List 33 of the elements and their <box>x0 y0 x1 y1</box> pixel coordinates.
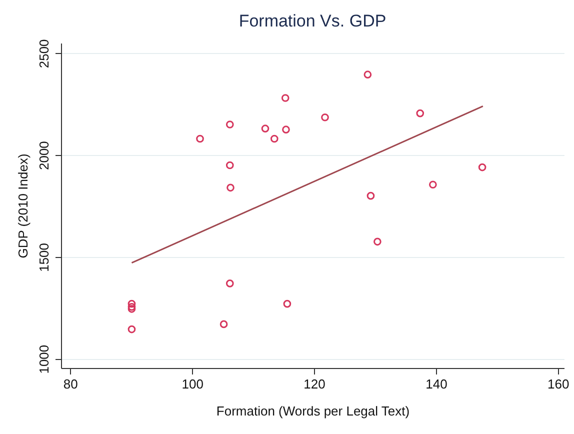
x-tick-label: 100 <box>182 376 204 392</box>
y-tick-label: 2000 <box>36 141 52 170</box>
y-tick-label: 2500 <box>36 39 52 68</box>
x-tick-label: 120 <box>304 376 326 392</box>
y-tick-label: 1000 <box>36 344 52 374</box>
point <box>226 184 234 192</box>
x-axis-title: Formation (Words per Legal Text) <box>216 404 410 418</box>
point <box>128 300 136 308</box>
point <box>321 113 329 122</box>
point <box>226 161 234 170</box>
point <box>429 180 437 189</box>
point <box>128 325 136 334</box>
point <box>220 320 228 328</box>
x-tick-label: 140 <box>426 376 448 392</box>
x-tick-label: 80 <box>63 376 78 392</box>
point <box>364 70 372 78</box>
y-tick-label: 1500 <box>36 242 52 272</box>
point <box>416 109 424 118</box>
point <box>478 163 486 172</box>
x-tick-label: 160 <box>548 376 570 392</box>
chart-title: Formation Vs. GDP <box>238 12 386 31</box>
point <box>282 126 290 134</box>
point <box>196 134 204 143</box>
point <box>270 134 278 143</box>
point <box>226 120 234 128</box>
point <box>283 300 292 308</box>
y-axis-title: GDP (2010 Index) <box>16 154 30 258</box>
point <box>226 280 234 288</box>
point <box>366 192 375 200</box>
point <box>374 238 382 246</box>
point <box>261 124 270 132</box>
point <box>128 302 136 311</box>
point <box>281 94 290 102</box>
